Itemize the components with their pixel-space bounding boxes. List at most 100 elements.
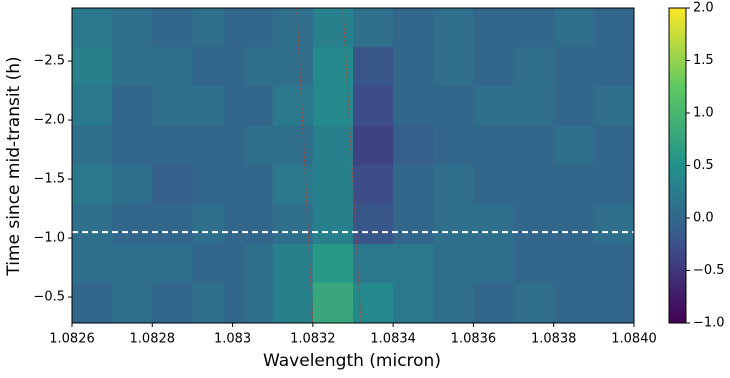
- heatmap-cell: [593, 164, 635, 205]
- heatmap-cell: [513, 85, 555, 127]
- heatmap-cell: [433, 243, 474, 284]
- heatmap-cell: [353, 8, 394, 48]
- heatmap-cell: [112, 85, 153, 127]
- y-tick-label: −1.5: [33, 172, 65, 187]
- heatmap-cell: [433, 46, 474, 87]
- heatmap-cell: [312, 46, 354, 87]
- heatmap-cell: [553, 282, 595, 324]
- heatmap-cell: [112, 243, 153, 284]
- heatmap-cell: [433, 85, 474, 127]
- heatmap-cell: [553, 85, 595, 127]
- heatmap-cell: [513, 282, 555, 324]
- heatmap-cell: [473, 125, 515, 166]
- heatmap-cell: [272, 8, 314, 48]
- heatmap-cell: [433, 164, 474, 205]
- heatmap-cell: [553, 46, 595, 87]
- heatmap-cell: [312, 85, 354, 127]
- heatmap-cell: [152, 243, 193, 284]
- heatmap-cell: [272, 243, 314, 284]
- heatmap-cell: [72, 125, 113, 166]
- heatmap-cell: [513, 46, 555, 87]
- heatmap-cell: [112, 203, 153, 245]
- heatmap-cell: [593, 243, 635, 284]
- heatmap-cell: [152, 164, 193, 205]
- heatmap-cell: [112, 282, 153, 324]
- heatmap-cell: [72, 46, 113, 87]
- heatmap-cell: [272, 203, 314, 245]
- heatmap-cell: [393, 164, 434, 205]
- heatmap-cell: [513, 8, 555, 48]
- heatmap-cell: [72, 203, 113, 245]
- heatmap-cell: [152, 203, 193, 245]
- heatmap-cell: [72, 164, 113, 205]
- colorbar-tick-label: −1.0: [693, 316, 725, 331]
- x-tick-label: 1.0838: [531, 332, 577, 347]
- heatmap-cell: [272, 46, 314, 87]
- heatmap-cell: [473, 243, 515, 284]
- heatmap-cell: [72, 85, 113, 127]
- heatmap-cell: [353, 282, 394, 324]
- heatmap-cell: [152, 46, 193, 87]
- heatmap-cell: [152, 125, 193, 166]
- heatmap-cell: [312, 125, 354, 166]
- heatmap-cell: [393, 243, 434, 284]
- x-tick-label: 1.0832: [290, 332, 336, 347]
- heatmap-cell: [312, 203, 354, 245]
- heatmap-cell: [393, 282, 434, 324]
- colorbar-tick-label: 1.5: [693, 53, 714, 68]
- heatmap-cell: [152, 85, 193, 127]
- heatmap-cell: [553, 125, 595, 166]
- heatmap-cell: [152, 8, 193, 48]
- heatmap-cell: [513, 164, 555, 205]
- x-axis-label: Wavelength (micron): [263, 351, 441, 371]
- colorbar-tick-label: 0.5: [693, 158, 714, 173]
- heatmap-cell: [473, 282, 515, 324]
- heatmap-cell: [553, 243, 595, 284]
- heatmap-cell: [272, 125, 314, 166]
- heatmap-cell: [433, 8, 474, 48]
- heatmap-cell: [112, 164, 153, 205]
- x-tick-label: 1.0836: [451, 332, 497, 347]
- y-tick-label: −2.5: [33, 54, 65, 69]
- heatmap-cell: [272, 85, 314, 127]
- colorbar-tick-label: −0.5: [693, 263, 725, 278]
- heatmap-cell: [433, 125, 474, 166]
- heatmap-cell: [433, 203, 474, 245]
- heatmap-cell: [553, 203, 595, 245]
- heatmap-cell: [112, 125, 153, 166]
- heatmap-cell: [312, 282, 354, 324]
- heatmap-cell: [72, 282, 113, 324]
- colorbar-tick-label: 2.0: [693, 1, 714, 16]
- y-tick-label: −1.0: [33, 231, 65, 246]
- heatmap-cell: [433, 282, 474, 324]
- masked-region: [224, 8, 245, 323]
- heatmap-cell: [473, 46, 515, 87]
- heatmap-cell: [473, 164, 515, 205]
- heatmap-cell: [593, 8, 635, 48]
- heatmap-cell: [272, 164, 314, 205]
- x-tick-label: 1.0826: [49, 332, 95, 347]
- heatmap-cell: [553, 164, 595, 205]
- heatmap-cell: [593, 282, 635, 324]
- colorbar: [668, 7, 687, 324]
- heatmap-cell: [72, 243, 113, 284]
- colorbar-tick-label: 1.0: [693, 106, 714, 121]
- x-tick-label: 1.0828: [130, 332, 176, 347]
- heatmap-cell: [272, 282, 314, 324]
- heatmap-cell: [353, 243, 394, 284]
- heatmap-cell: [593, 203, 635, 245]
- x-tick-label: 1.083: [214, 332, 251, 347]
- heatmap-cell: [72, 8, 113, 48]
- heatmap-cell: [473, 8, 515, 48]
- heatmap-cell: [112, 46, 153, 87]
- heatmap-cell: [393, 8, 434, 48]
- heatmap-cell: [393, 125, 434, 166]
- heatmap-cell: [353, 125, 394, 166]
- heatmap-cell: [393, 46, 434, 87]
- colorbar-tick-label: 0.0: [693, 211, 714, 226]
- track-line: [296, 7, 314, 324]
- track-line: [342, 7, 362, 324]
- heatmap-cell: [152, 282, 193, 324]
- heatmap-cell: [353, 46, 394, 87]
